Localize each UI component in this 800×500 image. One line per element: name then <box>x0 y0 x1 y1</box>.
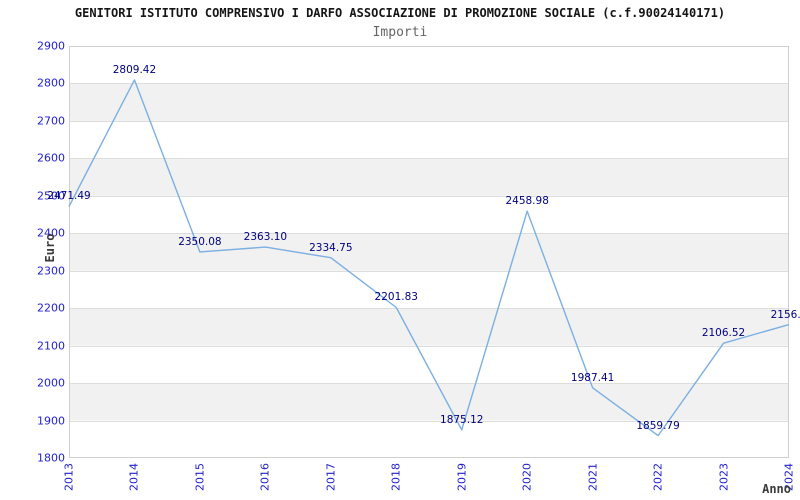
data-point-label: 2809.42 <box>112 63 157 76</box>
data-point-label: 2363.10 <box>243 231 288 244</box>
y-tick-label: 2100 <box>37 339 65 353</box>
x-tick-label: 2016 <box>258 463 272 491</box>
data-point-label: 1875.12 <box>440 413 484 426</box>
y-axis-title: Euro <box>43 233 57 263</box>
grid-band <box>69 158 789 196</box>
grid-band <box>69 83 789 121</box>
data-point-label: 2334.75 <box>309 241 353 254</box>
data-line <box>68 79 790 437</box>
y-tick-label: 2300 <box>37 264 65 278</box>
x-tick-label: 2020 <box>520 463 534 491</box>
data-point-label: 1987.41 <box>570 371 615 384</box>
y-tick-label: 2800 <box>37 76 65 90</box>
grid-band <box>69 383 789 421</box>
y-tick-label: 1800 <box>37 451 65 465</box>
y-tick-label: 2600 <box>37 151 65 165</box>
x-tick-label: 2021 <box>586 463 600 491</box>
data-point-label: 2201.83 <box>374 291 418 304</box>
x-tick-label: 2014 <box>127 463 141 491</box>
x-tick-label: 2015 <box>193 463 207 491</box>
data-point-label: 1859.79 <box>636 419 680 432</box>
chart-title: GENITORI ISTITUTO COMPRENSIVO I DARFO AS… <box>74 6 726 20</box>
gridlines <box>69 83 789 422</box>
data-point-label: 2471.49 <box>47 190 91 203</box>
y-tick-label: 1900 <box>37 414 65 428</box>
grid-band <box>69 233 789 271</box>
plot-border <box>69 46 789 458</box>
data-point-label: 2106.52 <box>701 327 746 340</box>
grid-bands <box>69 83 789 421</box>
x-tick-label: 2017 <box>324 463 338 491</box>
y-tick-label: 2500 <box>37 189 65 203</box>
x-tick-label: 2013 <box>62 463 76 491</box>
x-tick-label: 2018 <box>389 463 403 491</box>
data-point-label: 2350.08 <box>178 235 222 248</box>
data-point-label: 2156.3 <box>770 308 800 321</box>
chart-subtitle: Importi <box>372 25 428 40</box>
y-tick-label: 2400 <box>37 226 65 240</box>
x-tick-label: 2023 <box>717 463 731 491</box>
data-point-label: 2458.98 <box>505 195 549 208</box>
x-axis-title: Anno <box>762 482 791 496</box>
grid-band <box>69 308 789 346</box>
y-tick-label: 2700 <box>37 114 65 128</box>
y-tick-label: 2200 <box>37 301 65 315</box>
x-tick-label: 2019 <box>455 463 469 491</box>
y-tick-label: 2000 <box>37 376 65 390</box>
y-tick-label: 2900 <box>37 39 65 53</box>
x-tick-label: 2022 <box>651 463 665 491</box>
